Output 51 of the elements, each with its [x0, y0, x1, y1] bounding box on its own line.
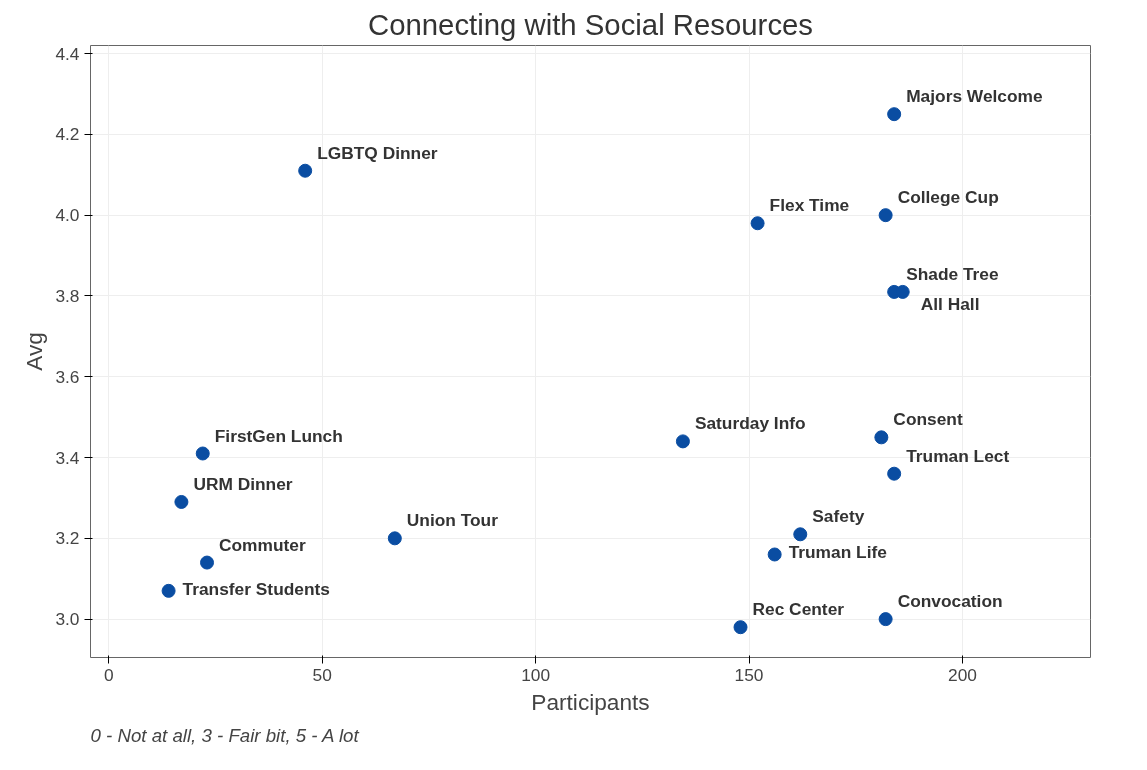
point [750, 216, 765, 231]
annotation: Saturday Info [694, 413, 806, 434]
point [298, 163, 313, 178]
y-tick-label: 4.0 [55, 205, 80, 226]
x-tick-label: 100 [521, 664, 551, 685]
point [767, 547, 782, 562]
annotation: Safety [812, 506, 865, 527]
y-tick-label: 3.8 [55, 285, 80, 306]
point [200, 555, 215, 570]
x-axis-title: Participants [531, 688, 650, 715]
point [387, 531, 402, 546]
annotation: All Hall [920, 293, 980, 314]
point [793, 527, 808, 542]
point [874, 430, 889, 445]
x-tick-label: 50 [312, 664, 332, 685]
y-axis-title: Avg [21, 332, 48, 371]
point [878, 612, 893, 627]
annotation: Shade Tree [906, 263, 999, 284]
annotation: Commuter [219, 534, 306, 555]
point [195, 446, 210, 461]
annotation: Truman Life [788, 542, 888, 563]
annotation: Union Tour [406, 510, 499, 531]
y-tick-label: 4.4 [55, 43, 80, 64]
x-tick-label: 200 [948, 664, 977, 685]
annotation: Convocation [897, 591, 1003, 612]
point [733, 620, 748, 635]
annotation: LGBTQ Dinner [317, 142, 438, 163]
annotation: URM Dinner [193, 473, 293, 494]
y-tick-label: 3.2 [55, 528, 80, 549]
text: 0 - Not at all, 3 - Fair bit, 5 - A lot [90, 724, 360, 746]
annotation: Majors Welcome [906, 86, 1043, 107]
y-tick-label: 3.6 [55, 366, 80, 387]
point [887, 107, 902, 122]
point [675, 434, 690, 449]
point [887, 466, 902, 481]
x-tick-label: 0 [104, 664, 114, 685]
annotation: Flex Time [769, 195, 850, 216]
y-tick-label: 3.4 [55, 447, 80, 468]
annotation: Truman Lect [906, 445, 1010, 466]
annotation: Consent [893, 409, 963, 430]
chart-title: Connecting with Social Resources [367, 7, 814, 41]
annotation: Transfer Students [182, 578, 330, 599]
y-tick-label: 3.0 [55, 609, 80, 630]
y-tick-label: 4.2 [55, 124, 80, 145]
x-tick-label: 150 [734, 664, 764, 685]
annotation: College Cup [897, 187, 999, 208]
annotation: FirstGen Lunch [214, 425, 343, 446]
annotation: Rec Center [752, 599, 845, 620]
point [878, 208, 893, 223]
point [161, 583, 176, 598]
point [174, 494, 189, 509]
